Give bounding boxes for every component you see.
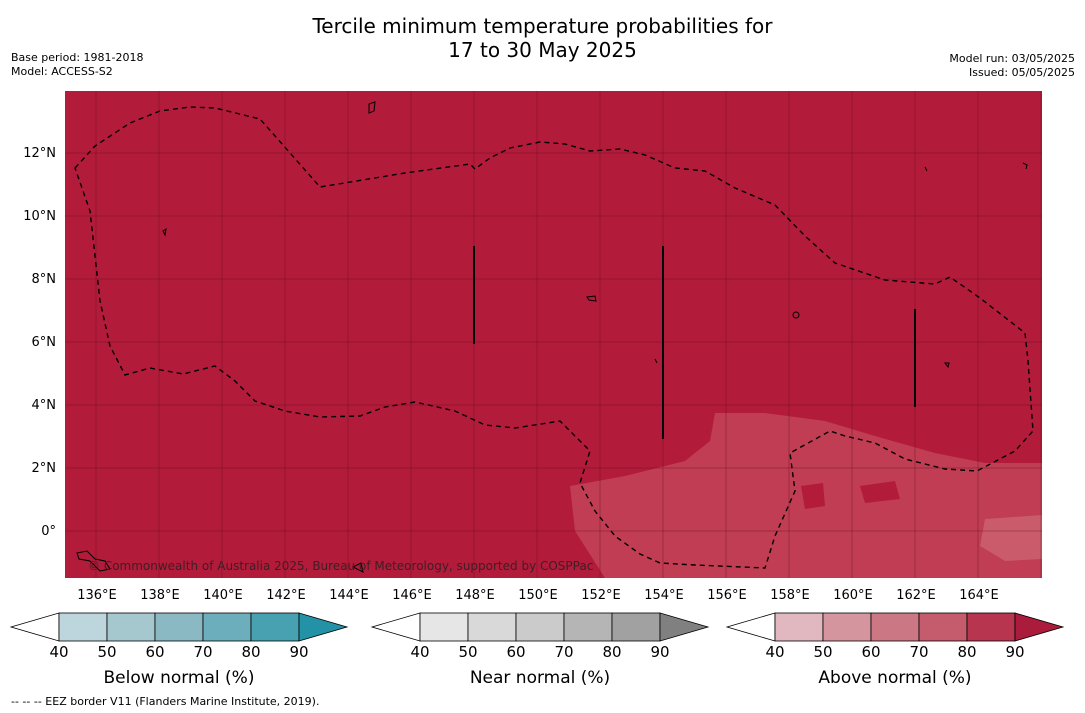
colorbar-tick-label: 40 — [765, 643, 785, 661]
eez-border — [74, 106, 1034, 569]
lat-tick: 2°N — [31, 461, 57, 476]
colorbar-segment — [467, 612, 517, 642]
colorbar-near-normal — [371, 612, 710, 642]
colorbar-tick-label: 50 — [97, 643, 117, 661]
lat-tick: 0° — [41, 524, 56, 539]
title-line-2: 17 to 30 May 2025 — [448, 38, 637, 62]
lon-tick: 136°E — [77, 588, 117, 603]
model-name: Model: ACCESS-S2 — [11, 65, 113, 78]
colorbar-segment — [250, 612, 300, 642]
colorbar-tick-label: 60 — [861, 643, 881, 661]
lon-tick: 162°E — [896, 588, 936, 603]
islands — [76, 101, 1028, 573]
colorbar-tick-label: 40 — [410, 643, 430, 661]
map-canvas — [65, 91, 1042, 578]
lon-tick: 164°E — [959, 588, 999, 603]
colorbar-below-normal — [10, 612, 349, 642]
colorbar-high-arrow — [298, 612, 349, 642]
lon-tick: 142°E — [266, 588, 306, 603]
lon-tick: 158°E — [770, 588, 810, 603]
colorbar-tick-label: 70 — [909, 643, 929, 661]
lon-tick: 160°E — [833, 588, 873, 603]
colorbar-segment — [202, 612, 252, 642]
colorbar-high-arrow — [659, 612, 710, 642]
eez-footnote: -- -- -- EEZ border V11 (Flanders Marine… — [11, 695, 320, 708]
lon-tick: 148°E — [455, 588, 495, 603]
colorbar-label-near: Near normal (%) — [469, 668, 611, 688]
colorbar-label-above: Above normal (%) — [818, 668, 972, 688]
probability-patch-80 — [980, 515, 1042, 561]
colorbar-tick-label: 60 — [506, 643, 526, 661]
colorbar-segment — [870, 612, 920, 642]
map-area[interactable] — [65, 91, 1042, 578]
lat-tick: 6°N — [31, 335, 57, 350]
copyright-notice: © Commonwealth of Australia 2025, Bureau… — [88, 559, 594, 573]
colorbar-segment — [774, 612, 824, 642]
colorbar-tick-label: 90 — [289, 643, 309, 661]
colorbar-above-normal — [726, 612, 1065, 642]
colorbar-segment — [419, 612, 469, 642]
colorbar-tick-label: 80 — [241, 643, 261, 661]
lon-tick: 150°E — [518, 588, 558, 603]
lon-tick: 154°E — [644, 588, 684, 603]
meta-left: Base period: 1981-2018 Model: ACCESS-S2 — [11, 51, 143, 79]
colorbar-segment — [58, 612, 108, 642]
colorbar-segment — [611, 612, 661, 642]
lat-tick: 12°N — [23, 146, 56, 161]
lon-tick: 138°E — [140, 588, 180, 603]
probability-patch-60 — [860, 481, 900, 503]
title-line-1: Tercile minimum temperature probabilitie… — [312, 14, 773, 38]
model-run: Model run: 03/05/2025 — [949, 52, 1075, 65]
colorbar-segment — [966, 612, 1016, 642]
colorbar-low-arrow — [371, 612, 421, 642]
lon-tick: 156°E — [707, 588, 747, 603]
map-title: Tercile minimum temperature probabilitie… — [0, 14, 1085, 62]
colorbar-segment — [154, 612, 204, 642]
colorbar-tick-label: 80 — [602, 643, 622, 661]
colorbar-tick-label: 60 — [145, 643, 165, 661]
colorbar-tick-label: 80 — [957, 643, 977, 661]
colorbar-tick-label: 90 — [650, 643, 670, 661]
colorbar-tick-label: 70 — [193, 643, 213, 661]
colorbar-segment — [822, 612, 872, 642]
colorbar-low-arrow — [726, 612, 776, 642]
lon-tick: 152°E — [581, 588, 621, 603]
colorbar-segment — [515, 612, 565, 642]
lat-tick: 4°N — [31, 398, 57, 413]
lon-tick: 140°E — [203, 588, 243, 603]
colorbar-segment — [563, 612, 613, 642]
meta-right: Model run: 03/05/2025 Issued: 05/05/2025 — [949, 52, 1075, 80]
lat-tick: 8°N — [31, 272, 57, 287]
colorbar-tick-label: 90 — [1005, 643, 1025, 661]
colorbar-low-arrow — [10, 612, 60, 642]
base-period: Base period: 1981-2018 — [11, 51, 144, 64]
graticule — [65, 91, 1042, 578]
colorbar-tick-label: 50 — [813, 643, 833, 661]
probability-patch-60b — [801, 483, 825, 509]
colorbar-high-arrow — [1014, 612, 1065, 642]
colorbar-segment — [106, 612, 156, 642]
lon-tick: 144°E — [329, 588, 369, 603]
lon-tick: 146°E — [392, 588, 432, 603]
issued-date: Issued: 05/05/2025 — [968, 66, 1075, 79]
lat-tick: 10°N — [23, 209, 56, 224]
colorbar-label-below: Below normal (%) — [103, 668, 255, 688]
colorbar-tick-label: 50 — [458, 643, 478, 661]
colorbar-tick-label: 70 — [554, 643, 574, 661]
colorbar-segment — [918, 612, 968, 642]
colorbar-tick-label: 40 — [49, 643, 69, 661]
